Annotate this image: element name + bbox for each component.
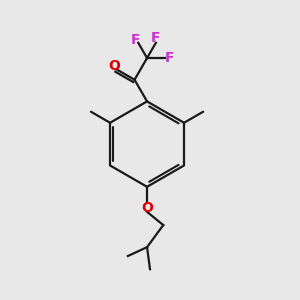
Text: F: F [130, 33, 140, 47]
Text: O: O [141, 201, 153, 215]
Text: F: F [164, 51, 174, 65]
Text: O: O [108, 59, 120, 74]
Text: F: F [151, 32, 160, 45]
